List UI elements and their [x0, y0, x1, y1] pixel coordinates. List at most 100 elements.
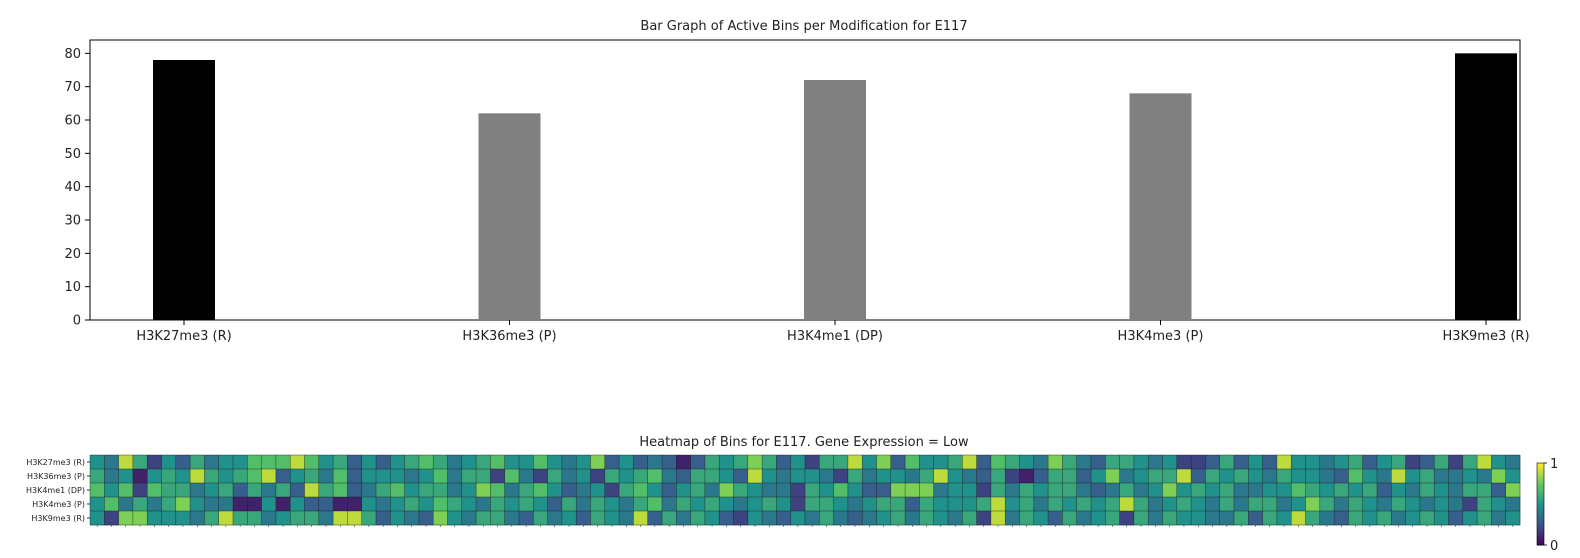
- heatmap-cell: [1191, 497, 1206, 512]
- heatmap-cell: [1219, 497, 1235, 512]
- heatmap-cell: [433, 469, 448, 484]
- heatmap-cell: [1191, 483, 1206, 498]
- heatmap-cell: [819, 497, 834, 512]
- heatmap-cell: [1076, 455, 1092, 470]
- colorbar-frame: [1536, 462, 1545, 546]
- heatmap-cell: [1191, 455, 1206, 470]
- heatmap-cell: [132, 511, 148, 526]
- heatmap-cell: [876, 469, 892, 484]
- colorbar-segment: [1537, 532, 1544, 536]
- heatmap-cell: [418, 511, 434, 526]
- heatmap-cell: [1348, 469, 1363, 484]
- heatmap-cell: [104, 511, 119, 526]
- heatmap-cell: [1276, 511, 1292, 526]
- heatmap-cell: [1405, 497, 1421, 512]
- heatmap-cell: [1148, 455, 1163, 470]
- heatmap-cell: [1062, 497, 1077, 512]
- heatmap-cell: [461, 483, 477, 498]
- heatmap-cell: [418, 483, 434, 498]
- heatmap-cell: [132, 469, 148, 484]
- heatmap-cell: [1205, 497, 1220, 512]
- heatmap-cell: [1005, 483, 1020, 498]
- heatmap-cell: [161, 469, 177, 484]
- heatmap-cell: [204, 497, 219, 512]
- heatmap-cell: [1348, 483, 1363, 498]
- heatmap-cell: [404, 455, 420, 470]
- heatmap-cell: [676, 455, 691, 470]
- heatmap-cell: [876, 497, 892, 512]
- heatmap-cell: [1176, 511, 1192, 526]
- heatmap-cell: [318, 511, 334, 526]
- heatmap-cell: [390, 511, 405, 526]
- heatmap-cell: [676, 497, 691, 512]
- heatmap-cell: [1148, 497, 1163, 512]
- heatmap-cell: [304, 497, 320, 512]
- heatmap-cell: [890, 455, 906, 470]
- heatmap-cell: [476, 497, 491, 512]
- heatmap-cell: [1391, 511, 1406, 526]
- heatmap-cell: [862, 497, 877, 512]
- heatmap-cell: [1048, 511, 1063, 526]
- heatmap-cell: [704, 469, 720, 484]
- heatmap-cell: [762, 469, 777, 484]
- heatmap-cell: [1377, 497, 1392, 512]
- heatmap-cell: [1334, 483, 1349, 498]
- heatmap-cell: [218, 497, 234, 512]
- heatmap-cell: [1076, 511, 1092, 526]
- colorbar-segment: [1537, 485, 1544, 489]
- heatmap-cell: [1048, 497, 1063, 512]
- heatmap-cell: [247, 511, 262, 526]
- heatmap-cell: [662, 497, 677, 512]
- heatmap-cell: [1234, 483, 1249, 498]
- heatmap-cell: [647, 497, 663, 512]
- heatmap-cell: [504, 511, 520, 526]
- heatmap-cell: [1262, 455, 1278, 470]
- heatmap-cell: [762, 483, 777, 498]
- heatmap-cell: [247, 483, 262, 498]
- heatmap-cell: [218, 511, 234, 526]
- heatmap-cell: [1048, 483, 1063, 498]
- heatmap-cell: [347, 455, 362, 470]
- colorbar-max-label: 1: [1550, 457, 1558, 472]
- heatmap-cell: [1262, 469, 1278, 484]
- heatmap-cell: [118, 483, 134, 498]
- heatmap-cell: [690, 497, 706, 512]
- heatmap-cell: [833, 497, 849, 512]
- heatmap-cell: [733, 483, 749, 498]
- heatmap-cell: [376, 469, 391, 484]
- heatmap-cell: [290, 511, 305, 526]
- heatmap-cell: [361, 455, 377, 470]
- heatmap-cell: [990, 469, 1006, 484]
- heatmap-cell: [1448, 511, 1464, 526]
- heatmap-cell: [1033, 469, 1049, 484]
- colorbar-segment: [1537, 467, 1544, 470]
- heatmap-cell: [1005, 511, 1020, 526]
- heatmap-cell: [1405, 455, 1421, 470]
- heatmap-cell: [433, 497, 448, 512]
- colorbar-segment: [1537, 481, 1544, 484]
- heatmap-cell: [1262, 497, 1278, 512]
- heatmap-cell: [433, 483, 448, 498]
- heatmap-cell: [1362, 511, 1378, 526]
- heatmap-cell: [247, 497, 262, 512]
- colorbar-segment: [1537, 495, 1544, 499]
- heatmap-cell: [604, 469, 620, 484]
- colorbar-segment: [1537, 538, 1544, 542]
- heatmap-cell: [1091, 469, 1106, 484]
- heatmap-cell: [1019, 483, 1035, 498]
- heatmap-cell: [175, 497, 191, 512]
- heatmap-cell: [1133, 483, 1149, 498]
- heatmap-cell: [1319, 469, 1335, 484]
- heatmap-cell: [561, 511, 577, 526]
- heatmap-cell: [1405, 511, 1421, 526]
- heatmap-cell: [1462, 455, 1478, 470]
- heatmap-cell: [704, 483, 720, 498]
- colorbar-segment: [1537, 504, 1544, 507]
- heatmap-cell: [447, 469, 463, 484]
- heatmap-cell: [1419, 469, 1435, 484]
- heatmap-cell: [175, 455, 191, 470]
- heatmap-cell: [905, 469, 920, 484]
- y-tick-label: 60: [64, 114, 81, 129]
- heatmap-cell: [919, 455, 934, 470]
- heatmap-cell: [719, 455, 734, 470]
